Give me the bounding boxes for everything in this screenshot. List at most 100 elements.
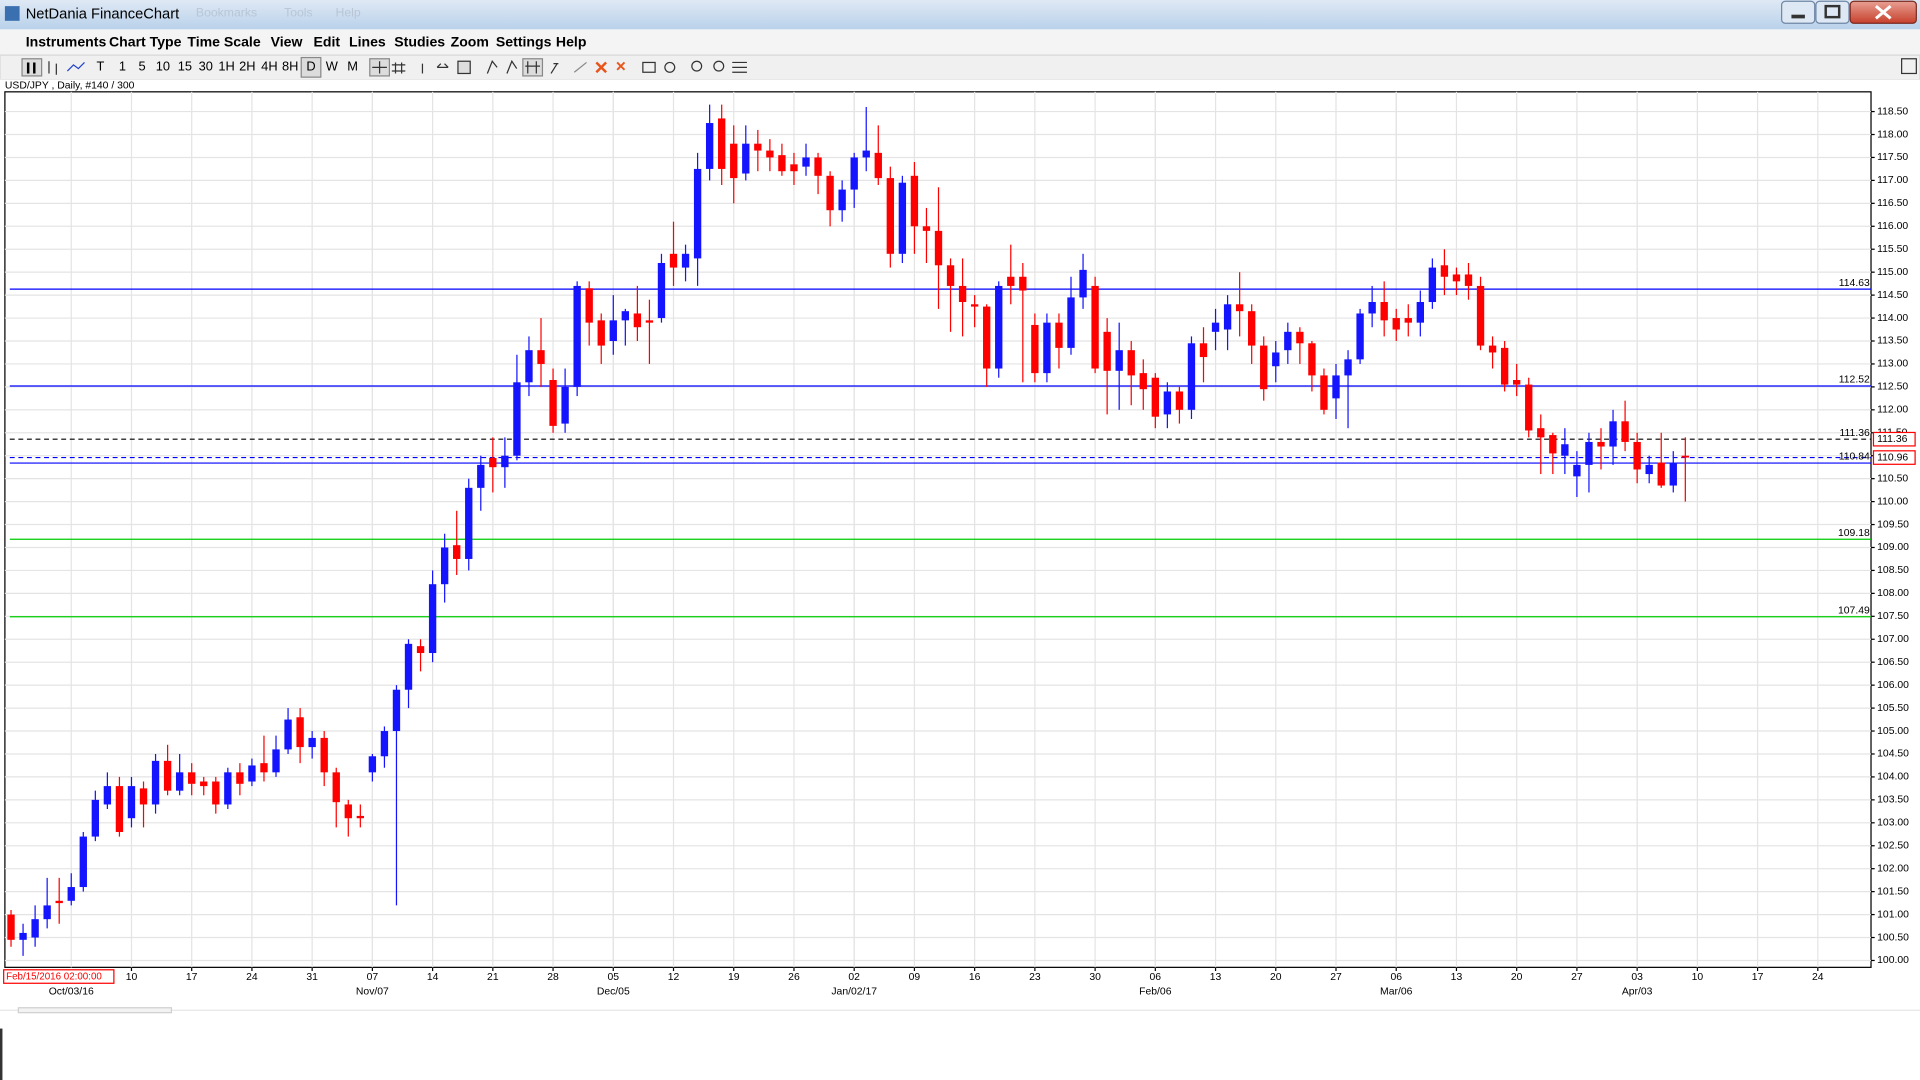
grid-button[interactable]	[522, 58, 544, 77]
candle-body	[489, 458, 497, 468]
candle-body	[1681, 455, 1689, 458]
candle-body	[224, 772, 232, 805]
zoom-fit-icon[interactable]	[732, 61, 747, 73]
candle-body	[1139, 373, 1147, 390]
x-tick-label: 26	[788, 972, 800, 983]
candle-body	[1260, 345, 1268, 390]
x-tick-label: 12	[668, 972, 680, 983]
icon	[372, 61, 387, 74]
timescale-button[interactable]: 8H	[282, 59, 298, 74]
timescale-button[interactable]: 4H	[261, 59, 277, 74]
price-box	[1872, 431, 1916, 447]
y-tick-label: 117.50	[1877, 152, 1908, 163]
month-label: Nov/07	[356, 987, 389, 998]
candle-body	[1440, 265, 1449, 277]
menu-item[interactable]: Time Scale	[187, 34, 260, 50]
panel-icon[interactable]	[1901, 58, 1917, 75]
candle-body	[1537, 428, 1545, 438]
candle-body	[1621, 421, 1629, 442]
candle-body	[705, 123, 714, 169]
candle-body	[657, 262, 666, 319]
menu-item[interactable]: Studies	[394, 34, 445, 50]
timescale-button[interactable]: W	[326, 59, 339, 74]
y-tick-label: 109.00	[1877, 542, 1909, 553]
timescale-button[interactable]: 1	[119, 59, 126, 74]
candle-body	[1320, 375, 1328, 410]
menu-item[interactable]: Lines	[349, 34, 386, 50]
y-tick-label: 101.50	[1877, 886, 1909, 897]
candle-body	[1657, 462, 1665, 486]
x-tick-label: 28	[547, 972, 559, 983]
candle-body	[1163, 391, 1172, 415]
menu-item[interactable]: Help	[556, 34, 587, 50]
x-tick-label: 03	[1631, 972, 1643, 983]
maximize-button[interactable]	[1815, 0, 1850, 24]
level-label: 112.52	[1839, 375, 1870, 386]
y-tick-label: 101.00	[1877, 909, 1909, 920]
plot	[7, 104, 1872, 956]
menu-item[interactable]: Chart Type	[109, 34, 182, 50]
candle-body	[621, 311, 630, 321]
bar-chart-button[interactable]	[21, 58, 43, 77]
candle-body	[561, 386, 569, 424]
candle-body	[188, 772, 196, 784]
candle-body	[272, 749, 280, 773]
candle-body	[236, 772, 244, 784]
menu-item[interactable]: Edit	[313, 34, 340, 50]
menu-item[interactable]: View	[271, 34, 303, 50]
candle-body	[513, 382, 521, 456]
timescale-button[interactable]: 15	[178, 59, 192, 74]
candle-body	[67, 887, 75, 901]
menu-item[interactable]: Zoom	[451, 34, 489, 50]
zoom-in-icon[interactable]	[691, 60, 703, 72]
y-tick-label: 112.00	[1877, 405, 1908, 416]
candle-body	[730, 143, 738, 179]
y-tick-label: 106.50	[1877, 657, 1909, 668]
candle-body	[428, 584, 437, 654]
candle-body	[850, 157, 858, 190]
x-tick-label: 06	[1150, 972, 1162, 983]
print-icon[interactable]	[642, 61, 656, 73]
timescale-button[interactable]: D	[306, 59, 315, 74]
candle-body	[296, 717, 304, 748]
menu-item[interactable]: Instruments	[26, 34, 107, 50]
x-tick-label: 31	[306, 972, 318, 983]
tab	[17, 1007, 173, 1014]
y-tick-label: 113.00	[1877, 359, 1908, 370]
x-tick-label: 17	[186, 972, 198, 983]
icon	[436, 63, 449, 68]
candle-body	[633, 313, 642, 328]
candle-body	[1175, 391, 1184, 410]
candle-body	[970, 304, 979, 307]
timescale-button[interactable]: T	[96, 59, 104, 74]
timescale-button[interactable]: 10	[156, 59, 170, 74]
icon	[573, 61, 587, 73]
maximize-icon	[1824, 4, 1841, 19]
timescale-button[interactable]: 1H	[218, 59, 234, 74]
minimize-button[interactable]	[1781, 0, 1816, 24]
candle-body	[1392, 318, 1400, 330]
y-tick-label: 105.50	[1877, 703, 1909, 714]
candle-body	[1549, 435, 1557, 454]
candle-body	[946, 265, 955, 286]
y-tick-label: 103.50	[1877, 795, 1909, 806]
preview-icon[interactable]	[664, 61, 676, 73]
candle-body	[754, 143, 762, 151]
timescale-button[interactable]: 2H	[239, 59, 255, 74]
timescale-button[interactable]: 5	[138, 59, 145, 74]
candle-body	[1669, 462, 1677, 486]
hidden-menu: Bookmarks	[196, 6, 257, 20]
delete-all-icon[interactable]	[616, 61, 626, 71]
candle-body	[525, 350, 533, 383]
candle-body	[585, 288, 593, 323]
delete-icon[interactable]	[595, 61, 607, 74]
zoom-out-icon[interactable]	[713, 60, 725, 72]
menu-item[interactable]: Settings	[496, 34, 552, 50]
timescale-button[interactable]: M	[347, 59, 358, 74]
candle-body	[958, 285, 967, 302]
x-tick-label: 24	[1812, 972, 1824, 983]
timescale-button[interactable]: 30	[199, 59, 213, 74]
candle-body	[260, 763, 268, 773]
candle-body	[1573, 464, 1581, 477]
